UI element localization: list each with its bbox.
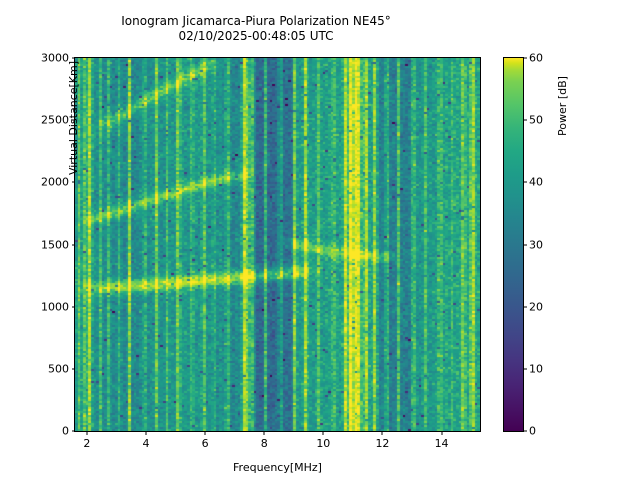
y-tick-label-2000: 2000: [41, 175, 69, 189]
colorbar-tick-mark: [523, 181, 527, 183]
y-tick-label-0: 0: [62, 424, 69, 438]
x-tick-label-6: 6: [201, 437, 209, 450]
ionogram-heatmap: [75, 58, 480, 431]
colorbar-tick-label-10: 10: [529, 362, 543, 376]
x-tick-label-12: 12: [375, 437, 390, 450]
colorbar-tick-mark: [523, 368, 527, 370]
y-tick-label-1000: 1000: [41, 300, 69, 314]
colorbar-tick-mark: [523, 306, 527, 308]
y-tick-label-500: 500: [48, 362, 69, 376]
colorbar-label: Power [dB]: [556, 76, 569, 136]
y-tick-label-3000: 3000: [41, 51, 69, 65]
x-tick-mark: [381, 431, 383, 435]
chart-title: Ionogram Jicamarca-Piura Polarization NE…: [0, 14, 512, 44]
chart-title-line2: 02/10/2025-00:48:05 UTC: [178, 29, 334, 43]
y-tick-mark: [71, 119, 75, 121]
y-tick-mark: [71, 430, 75, 432]
y-tick-mark: [71, 368, 75, 370]
x-tick-mark: [204, 431, 206, 435]
colorbar-tick-label-20: 20: [529, 300, 543, 314]
x-tick-mark: [322, 431, 324, 435]
x-tick-label-8: 8: [260, 437, 268, 450]
y-tick-mark: [71, 57, 75, 59]
y-tick-mark: [71, 244, 75, 245]
plot-axes: Virtual Distance[Km] Frequency[MHz] 0 500…: [41, 52, 481, 474]
x-axis-label: Frequency[MHz]: [233, 461, 322, 474]
x-tick-mark: [86, 431, 88, 435]
y-tick-mark: [71, 181, 75, 183]
colorbar-tick-label-30: 30: [529, 238, 543, 251]
colorbar-tick-mark: [523, 57, 527, 59]
x-tick-label-10: 10: [316, 437, 331, 450]
colorbar-tick-mark: [523, 119, 527, 121]
x-tick-label-4: 4: [142, 437, 150, 450]
x-tick-label-14: 14: [434, 437, 449, 450]
colorbar-tick-label-40: 40: [529, 175, 543, 189]
colorbar: 0 10 20 30 40 50 60: [503, 52, 543, 438]
x-tick-mark: [145, 431, 147, 435]
x-tick-label-2: 2: [83, 437, 91, 450]
y-tick-label-1500: 1500: [41, 238, 69, 251]
colorbar-tick-label-0: 0: [529, 424, 536, 438]
chart-title-line1: Ionogram Jicamarca-Piura Polarization NE…: [121, 14, 391, 28]
y-tick-label-2500: 2500: [41, 113, 69, 127]
y-tick-mark: [71, 306, 75, 308]
colorbar-tick-mark: [523, 430, 527, 432]
colorbar-tick-label-60: 60: [529, 51, 543, 65]
colorbar-tick-mark: [523, 244, 527, 245]
colorbar-tick-label-50: 50: [529, 113, 543, 127]
x-tick-mark: [441, 431, 443, 435]
x-tick-mark: [263, 431, 265, 435]
